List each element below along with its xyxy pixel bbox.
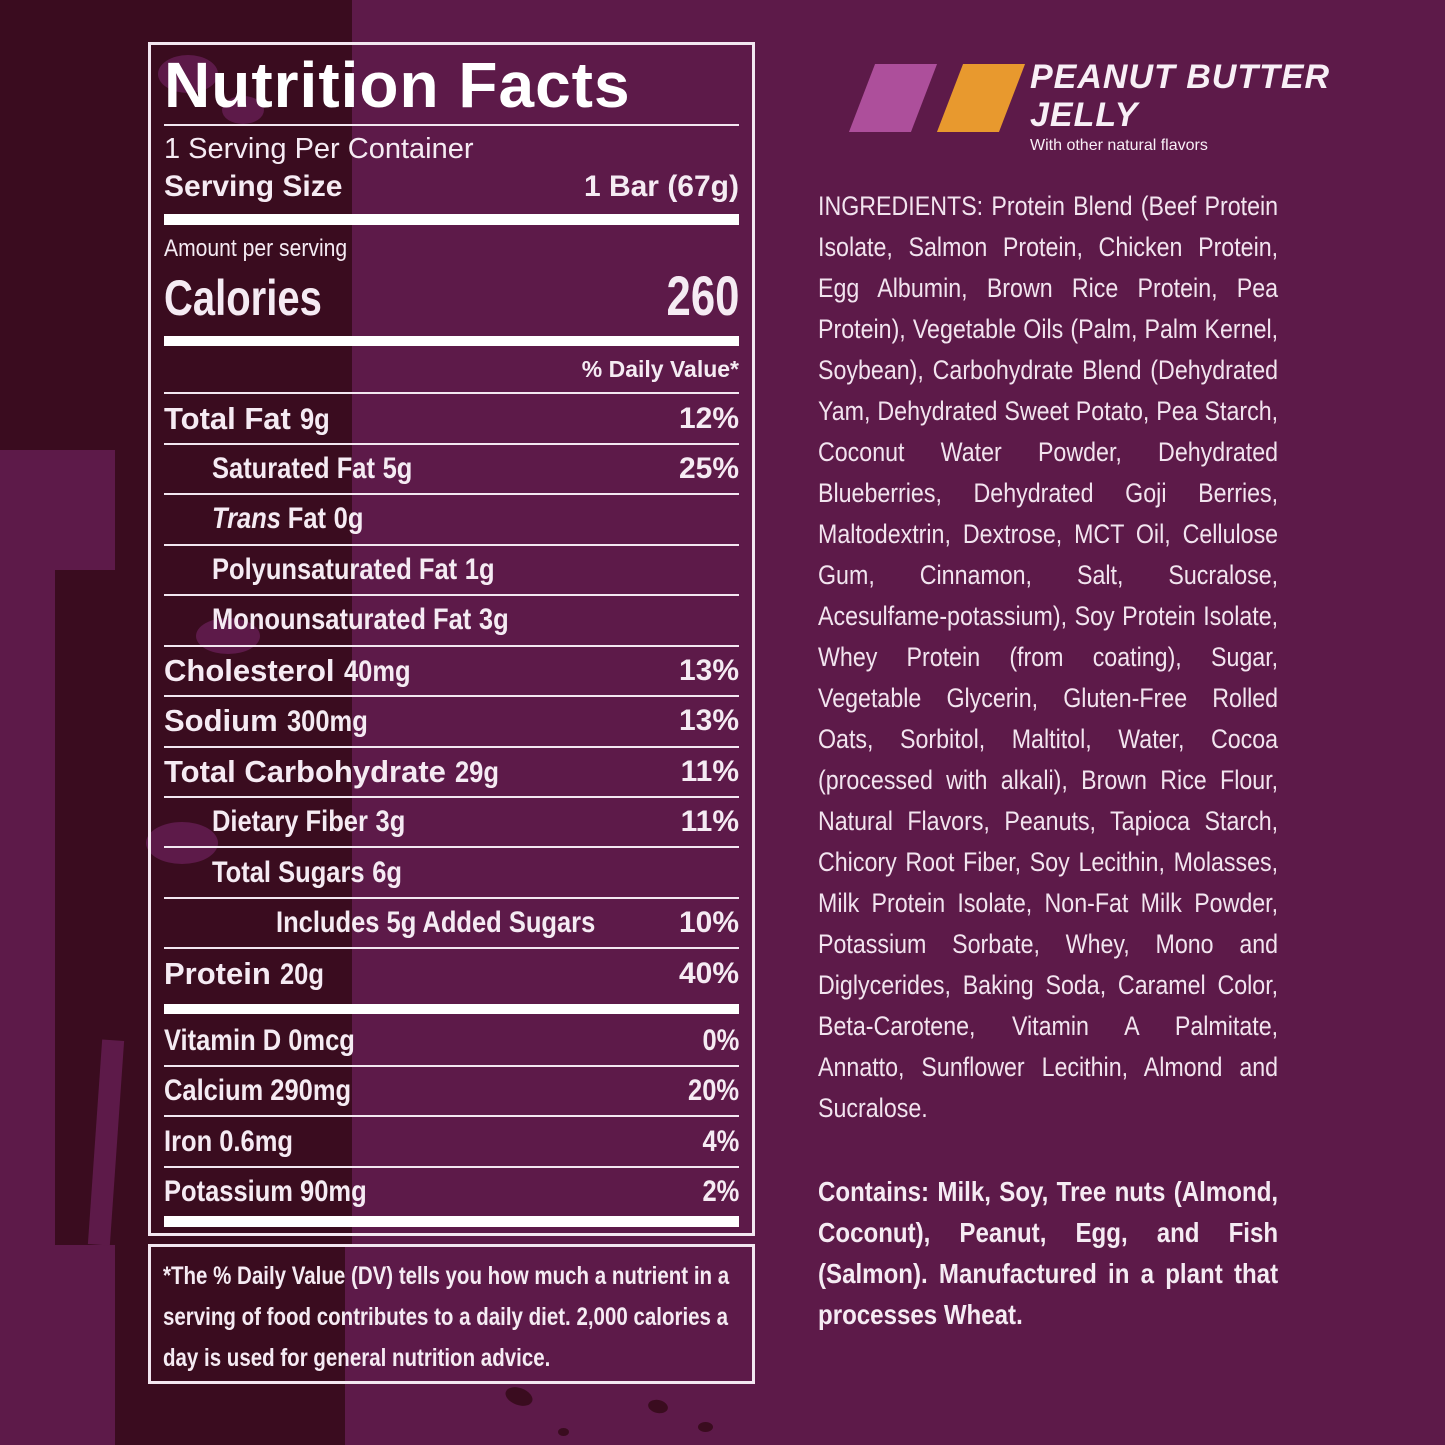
calories-label: Calories (164, 269, 322, 326)
micronutrient-row-iron: Iron 0.6mg 4% (164, 1117, 739, 1168)
nutrient-row-monounsaturated-fat: Monounsaturated Fat 3g (164, 596, 739, 647)
daily-value-footnote-box: *The % Daily Value (DV) tells you how mu… (148, 1244, 755, 1384)
flavor-name: PEANUT BUTTER JELLY With other natural f… (1030, 58, 1330, 155)
nutrition-facts-panel: Nutrition Facts 1 Serving Per Container … (148, 42, 755, 1236)
nutrient-dv: 11% (680, 805, 739, 839)
micronutrient-name: Potassium 90mg (164, 1175, 367, 1209)
art-splatter-dot (146, 822, 218, 864)
nutrient-amount: 5g (382, 452, 413, 486)
thick-bar (164, 335, 739, 347)
logo-stripe-pink (848, 64, 938, 132)
thick-bar (164, 214, 739, 225)
allergen-statement: Contains: Milk, Soy, Tree nuts (Almond, … (818, 1176, 1279, 1330)
nutrient-amount: 20g (279, 957, 324, 991)
calories-value: 260 (666, 263, 739, 327)
art-splatter-dot (558, 1428, 569, 1436)
nutrient-amount: 6g (372, 855, 402, 889)
nutrient-dv: 12% (678, 401, 739, 435)
micronutrient-name: Calcium 290mg (164, 1074, 352, 1108)
micronutrient-dv: 20% (687, 1074, 739, 1108)
art-splatter-dot (502, 1383, 536, 1410)
micronutrient-name: Iron 0.6mg (164, 1124, 293, 1158)
art-gap (0, 450, 115, 570)
nutrient-dv: 13% (678, 653, 739, 687)
flavor-name-line1: PEANUT BUTTER (1030, 58, 1331, 96)
nutrient-row-total-fat: Total Fat 9g 12% (164, 394, 739, 445)
art-splatter-dot (196, 618, 260, 654)
art-splatter-dot (222, 96, 264, 124)
logo-stripe-orange (936, 64, 1026, 132)
nutrient-amount: 40mg (343, 654, 411, 688)
nutrient-name: Sodium (164, 703, 278, 739)
nutrient-name: Saturated Fat (212, 452, 375, 486)
nutrient-row-cholesterol: Cholesterol 40mg 13% (164, 647, 739, 698)
nutrient-dv: 13% (678, 704, 739, 738)
flavor-name-line2: JELLY (1030, 96, 1139, 134)
micronutrient-dv: 4% (702, 1124, 739, 1158)
daily-value-footnote: *The % Daily Value (DV) tells you how mu… (163, 1262, 730, 1372)
nutrient-name: Monounsaturated Fat (212, 603, 472, 637)
nutrient-name: Includes 5g Added Sugars (276, 906, 596, 940)
servings-per-container: 1 Serving Per Container (164, 133, 474, 166)
thick-bar (164, 1216, 739, 1227)
nutrient-name: Polyunsaturated Fat (212, 552, 458, 586)
flavor-subtitle: With other natural flavors (1030, 137, 1208, 154)
art-splatter-dot (698, 1422, 713, 1432)
micronutrient-row-potassium: Potassium 90mg 2% (164, 1168, 739, 1216)
flavor-logo: PEANUT BUTTER JELLY With other natural f… (838, 58, 1329, 168)
nutrient-amount: 29g (454, 755, 499, 789)
serving-size-row: Serving Size 1 Bar (67g) (164, 167, 739, 212)
nutrient-name: Dietary Fiber (212, 805, 368, 839)
art-gap (0, 560, 55, 1245)
nutrient-dv: 25% (678, 452, 739, 486)
nutrient-amount: 1g (464, 552, 495, 586)
nutrient-dv: 40% (678, 956, 739, 990)
amount-per-serving-label: Amount per serving (164, 234, 348, 262)
ingredients-column: INGREDIENTS: Protein Blend (Beef Protein… (818, 186, 1393, 1335)
divider-line (164, 124, 739, 127)
micronutrient-row-vitamin-d: Vitamin D 0mcg 0% (164, 1016, 739, 1067)
micronutrient-dv: 2% (702, 1175, 739, 1209)
nutrient-name-italic: Trans (212, 502, 281, 536)
nutrient-dv: 11% (680, 754, 739, 788)
art-splatter-dot (158, 55, 218, 93)
nutrient-amount: 3g (375, 805, 406, 839)
serving-size-value: 1 Bar (67g) (583, 170, 739, 204)
nutrient-row-dietary-fiber: Dietary Fiber 3g 11% (164, 798, 739, 849)
micronutrient-dv: 0% (702, 1023, 739, 1057)
nutrient-row-sodium: Sodium 300mg 13% (164, 697, 739, 748)
nutrient-name: Cholesterol (164, 652, 335, 688)
nutrient-row-saturated-fat: Saturated Fat 5g 25% (164, 445, 739, 496)
nutrient-name: Total Sugars (212, 855, 365, 889)
art-block (0, 0, 352, 1245)
nutrient-name: Total Fat (164, 400, 291, 436)
nutrient-name: Protein (164, 955, 271, 991)
ingredients-text: INGREDIENTS: Protein Blend (Beef Protein… (818, 191, 1279, 1123)
art-block (115, 1245, 345, 1445)
micronutrient-name: Vitamin D 0mcg (164, 1023, 355, 1057)
nutrient-row-protein: Protein 20g 40% (164, 949, 739, 997)
micronutrient-row-calcium: Calcium 290mg 20% (164, 1067, 739, 1118)
nutrient-dv: 10% (678, 906, 739, 940)
nutrition-facts-title: Nutrition Facts (164, 49, 631, 121)
nutrient-row-trans-fat: Trans Fat 0g (164, 495, 739, 546)
nutrient-amount: 0g (333, 502, 364, 536)
thick-bar (164, 1003, 739, 1015)
art-splatter-dot (646, 1398, 670, 1415)
nutrient-row-added-sugars: Includes 5g Added Sugars 10% (164, 899, 739, 950)
nutrient-name: Total Carbohydrate (164, 753, 446, 789)
nutrient-row-total-carbohydrate: Total Carbohydrate 29g 11% (164, 748, 739, 798)
nutrient-row-total-sugars: Total Sugars 6g (164, 848, 739, 899)
nutrient-row-polyunsaturated-fat: Polyunsaturated Fat 1g (164, 546, 739, 597)
serving-size-label: Serving Size (164, 170, 343, 204)
nutrient-amount: 9g (299, 402, 330, 436)
nutrient-name: Fat (287, 502, 327, 536)
nutrient-amount: 300mg (286, 705, 368, 739)
calories-row: Calories 260 (164, 263, 739, 328)
nutrient-amount: 3g (478, 603, 509, 637)
daily-value-header: % Daily Value* (164, 348, 739, 395)
